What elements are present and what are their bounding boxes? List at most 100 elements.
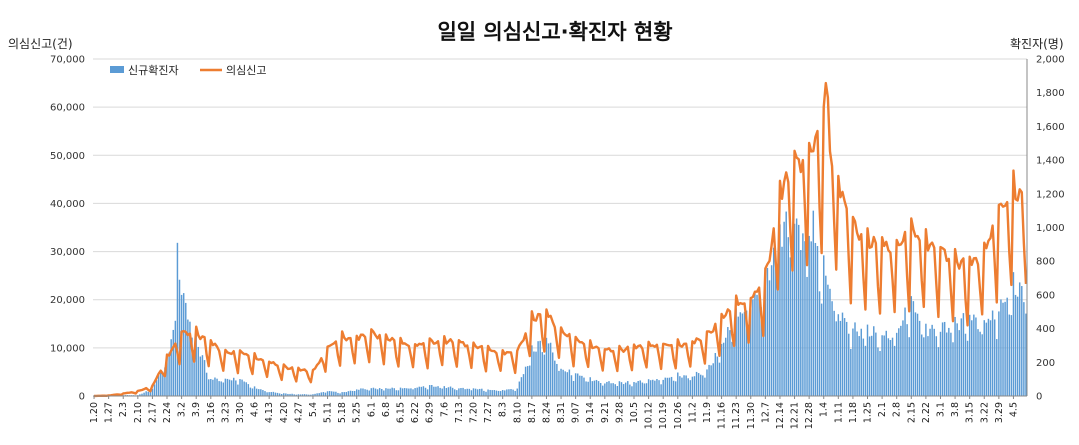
confirmed-bar bbox=[939, 331, 942, 396]
x-tick-label: 5.25 bbox=[352, 402, 363, 423]
confirmed-bar bbox=[249, 387, 252, 396]
confirmed-bar bbox=[462, 387, 464, 396]
confirmed-bar bbox=[293, 394, 295, 396]
confirmed-bar bbox=[230, 380, 233, 396]
confirmed-bar bbox=[153, 384, 156, 396]
confirmed-bar bbox=[595, 379, 598, 396]
confirmed-bar bbox=[431, 385, 433, 396]
confirmed-bar bbox=[1018, 282, 1021, 396]
confirmed-bar bbox=[533, 351, 535, 396]
confirmed-bar bbox=[264, 391, 266, 396]
confirmed-bar bbox=[727, 327, 729, 396]
confirmed-bar bbox=[685, 375, 687, 396]
x-tick-label: 2.1 bbox=[877, 402, 888, 417]
confirmed-bar bbox=[729, 330, 731, 396]
confirmed-bar bbox=[435, 386, 437, 396]
confirmed-bar bbox=[998, 311, 1000, 396]
confirmed-bar bbox=[737, 316, 739, 396]
confirmed-bar bbox=[341, 392, 343, 396]
confirmed-bar bbox=[610, 383, 612, 396]
confirmed-bar bbox=[983, 320, 985, 396]
confirmed-bar bbox=[191, 337, 193, 396]
confirmed-bar bbox=[624, 382, 627, 396]
x-tick-label: 11.9 bbox=[702, 402, 713, 423]
x-tick-label: 6.29 bbox=[425, 402, 436, 423]
confirmed-bar bbox=[512, 389, 514, 396]
x-tick-label: 3.16 bbox=[206, 402, 217, 423]
x-tick-label: 7.13 bbox=[454, 402, 465, 423]
x-tick-label: 9.07 bbox=[571, 402, 582, 423]
confirmed-bar bbox=[520, 377, 523, 396]
confirmed-bar bbox=[222, 382, 225, 396]
y-left-tick-label: 30,000 bbox=[50, 247, 85, 258]
confirmed-bar bbox=[825, 275, 827, 396]
confirmed-bar bbox=[399, 387, 402, 396]
confirmed-bar bbox=[210, 379, 212, 396]
confirmed-bar bbox=[962, 313, 965, 396]
confirmed-bar bbox=[554, 360, 556, 396]
confirmed-bar bbox=[585, 381, 587, 396]
confirmed-bar bbox=[568, 369, 571, 396]
confirmed-bar bbox=[760, 307, 762, 396]
confirmed-bar bbox=[679, 376, 681, 396]
confirmed-bar bbox=[702, 375, 704, 396]
confirmed-bar bbox=[772, 247, 775, 396]
confirmed-bar bbox=[383, 390, 385, 396]
confirmed-bar bbox=[993, 319, 996, 396]
confirmed-bar bbox=[566, 372, 569, 396]
confirmed-bar bbox=[829, 288, 831, 396]
confirmed-bars bbox=[109, 210, 1027, 396]
x-tick-label: 3.29 bbox=[994, 402, 1005, 423]
confirmed-bar bbox=[360, 388, 362, 396]
confirmed-bar bbox=[235, 380, 237, 396]
confirmed-bar bbox=[735, 308, 737, 396]
confirmed-bar bbox=[768, 280, 771, 396]
confirmed-bar bbox=[991, 310, 994, 396]
confirmed-bar bbox=[996, 339, 998, 396]
confirmed-bar bbox=[635, 382, 637, 396]
confirmed-bar bbox=[639, 380, 641, 396]
confirmed-bar bbox=[835, 321, 837, 396]
confirmed-bar bbox=[310, 394, 312, 396]
confirmed-bar bbox=[762, 320, 764, 396]
confirmed-bar bbox=[891, 337, 894, 396]
confirmed-bar bbox=[691, 376, 694, 396]
confirmed-bar bbox=[489, 389, 491, 396]
confirmed-bar bbox=[854, 322, 856, 396]
confirmed-bar bbox=[606, 381, 608, 396]
confirmed-bar bbox=[247, 384, 250, 396]
confirmed-bar bbox=[529, 365, 531, 396]
confirmed-bar bbox=[193, 349, 195, 396]
confirmed-bar bbox=[1025, 313, 1027, 396]
confirmed-bar bbox=[681, 377, 683, 396]
confirmed-bar bbox=[203, 360, 206, 396]
x-axis-ticks: 1.20 1.27 2.3 2.10 2.17 2.24 3.2 3.9 3.16 3.23 3.3… bbox=[89, 396, 1019, 429]
confirmed-bar bbox=[952, 342, 954, 396]
confirmed-bar bbox=[551, 352, 554, 396]
confirmed-bar bbox=[708, 364, 710, 396]
x-tick-label: 3.23 bbox=[220, 402, 231, 423]
confirmed-bar bbox=[214, 377, 216, 396]
confirmed-bar bbox=[237, 384, 239, 396]
confirmed-bar bbox=[576, 373, 579, 396]
confirmed-bar bbox=[479, 388, 481, 396]
confirmed-bar bbox=[862, 338, 865, 396]
confirmed-bar bbox=[226, 378, 229, 396]
confirmed-bar bbox=[902, 320, 904, 396]
confirmed-bar bbox=[351, 390, 354, 396]
confirmed-bar bbox=[491, 390, 493, 396]
confirmed-bar bbox=[495, 390, 498, 396]
confirmed-bar bbox=[485, 391, 487, 396]
x-tick-label: 5.18 bbox=[337, 402, 348, 423]
confirmed-bar bbox=[885, 330, 887, 396]
confirmed-bar bbox=[1002, 302, 1004, 396]
confirmed-bar bbox=[476, 389, 479, 396]
confirmed-bar bbox=[816, 246, 819, 396]
confirmed-bar bbox=[162, 371, 164, 396]
confirmed-bar bbox=[873, 326, 875, 396]
confirmed-bar bbox=[783, 221, 785, 396]
confirmed-bar bbox=[172, 329, 174, 396]
x-tick-label: 5.11 bbox=[323, 402, 334, 423]
x-tick-label: 12.14 bbox=[775, 402, 786, 429]
